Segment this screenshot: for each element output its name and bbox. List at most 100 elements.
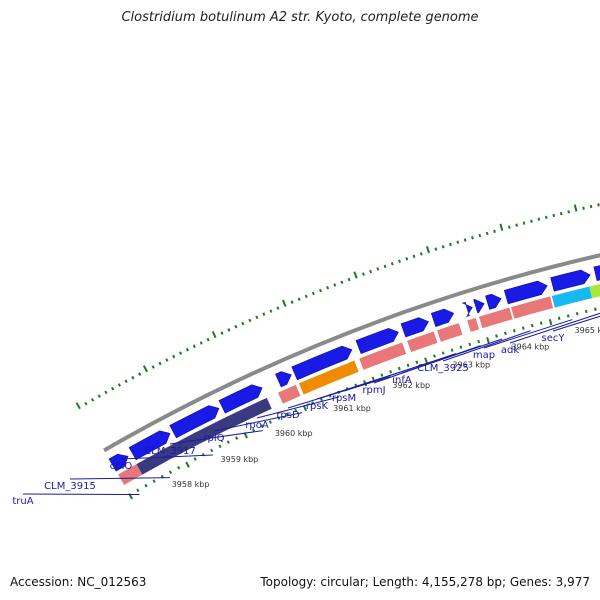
feature-segment [437, 323, 463, 342]
feature-segment [136, 397, 272, 475]
inner-tick [441, 351, 445, 355]
gene-leader-line [343, 353, 457, 392]
inner-tick [504, 331, 507, 336]
outer-tick [75, 402, 81, 410]
outer-tick [178, 351, 183, 355]
inner-tick [477, 339, 481, 344]
outer-tick [434, 247, 438, 251]
inner-tick [433, 354, 436, 358]
gene-label-rplq: rplQ [203, 433, 224, 444]
outer-tick [441, 245, 445, 249]
outer-tick [597, 203, 600, 207]
outer-tick [449, 242, 452, 247]
outer-tick [138, 372, 142, 376]
cds-arrow [169, 405, 220, 439]
feature-segment [298, 360, 359, 395]
outer-tick [425, 245, 430, 254]
inner-tick [539, 321, 543, 325]
inner-tick [193, 457, 197, 461]
inner-tick [136, 488, 140, 493]
outer-tick [192, 344, 196, 349]
gene-label-clm_3925: CLM_3925 [417, 363, 469, 374]
inner-tick [415, 360, 419, 364]
inner-tick [389, 370, 393, 374]
outer-tick [304, 294, 308, 299]
inner-tick [380, 373, 384, 377]
gene-label-adk: adk [501, 345, 519, 356]
cds-arrow [291, 345, 353, 381]
inner-tick [152, 479, 156, 483]
inner-tick [486, 337, 490, 344]
inner-tick [575, 311, 579, 316]
cds-arrow [275, 371, 292, 388]
inner-tick [235, 436, 239, 440]
gene-label-rpoa: rpoA [245, 420, 269, 431]
inner-tick [566, 314, 570, 318]
outer-tick [530, 219, 533, 223]
outer-tick [347, 277, 351, 282]
inner-tick [319, 397, 323, 402]
kbp-tick-label: 3963 kbp [452, 360, 490, 369]
gene-leader-line [69, 477, 170, 480]
feature-segment [478, 307, 513, 329]
gene-label-secy: secY [542, 333, 566, 344]
inner-tick [226, 440, 230, 444]
inner-tick [406, 363, 410, 368]
kbp-tick-label: 3959 kbp [221, 455, 259, 464]
outer-tick [220, 331, 224, 335]
outer-tick [573, 204, 578, 212]
accession-text: Accession: NC_012563 [10, 575, 147, 589]
kbp-axis-labels: 3958 kbp 3959 kbp 3960 kbp 3961 kbp 3962 kbp… [172, 326, 600, 489]
cds-arrow [461, 301, 473, 317]
outer-tick [515, 223, 519, 227]
outer-tick [311, 291, 315, 296]
outer-tick [567, 210, 570, 214]
outer-tick [255, 315, 259, 320]
outer-tick [383, 264, 387, 269]
outer-tick [111, 386, 115, 391]
inner-tick [495, 334, 498, 338]
kbp-tick-label: 3962 kbp [392, 381, 430, 390]
inner-tick [218, 444, 222, 449]
inner-tick [268, 420, 272, 424]
gene-label-cbio: cbiO [110, 461, 133, 472]
gene-label-clm_3917: CLM_3917 [144, 446, 196, 457]
feature-segment [407, 331, 438, 353]
outer-tick [124, 379, 128, 384]
gene-leader-line [442, 330, 531, 362]
outer-tick [369, 269, 373, 274]
feature-segment [589, 284, 600, 299]
gene-leader-line [552, 315, 600, 332]
gene-label-rpsk: rpsK [306, 401, 329, 412]
gene-leader-line [287, 376, 391, 409]
outer-tick [84, 401, 88, 406]
inner-tick [210, 448, 214, 453]
genome-backbone [103, 253, 600, 453]
gene-label-map: map [473, 350, 495, 361]
feature-track [118, 284, 600, 485]
outer-tick [390, 262, 394, 266]
gene-label-rpmj: rpmJ [362, 385, 385, 396]
outer-tick [151, 365, 155, 369]
outer-tick [131, 375, 135, 380]
feature-segment [551, 286, 593, 308]
inner-tick [584, 309, 588, 314]
cds-arrow [503, 280, 548, 305]
outer-tick [172, 354, 176, 359]
gene-leader-line [169, 430, 263, 445]
outer-tick [353, 271, 358, 279]
outer-tick [471, 236, 474, 240]
outer-tick [419, 252, 423, 256]
outer-tick [269, 309, 273, 313]
cds-arrow [473, 299, 485, 314]
genome-summary-text: Topology: circular; Length: 4,155,278 bp… [260, 575, 590, 589]
outer-tick [537, 217, 541, 221]
gene-label-trua: truA [12, 496, 33, 507]
outer-tick [456, 240, 460, 244]
outer-tick [493, 229, 496, 234]
inner-tick [168, 470, 173, 474]
outer-tick [290, 300, 294, 304]
kbp-tick-label: 3961 kbp [333, 404, 371, 413]
outer-tick [206, 337, 210, 342]
inner-tick [459, 345, 463, 349]
